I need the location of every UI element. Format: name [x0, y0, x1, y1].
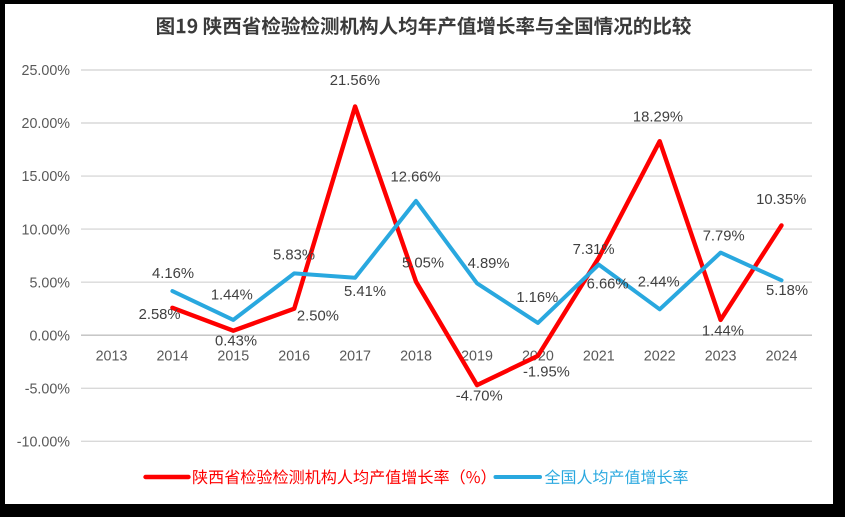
svg-text:4.89%: 4.89% [468, 256, 510, 272]
svg-text:2019: 2019 [461, 348, 493, 364]
svg-text:1.44%: 1.44% [211, 287, 253, 303]
svg-text:25.00%: 25.00% [22, 63, 71, 79]
svg-text:2017: 2017 [339, 348, 371, 364]
svg-text:0.00%: 0.00% [29, 328, 70, 344]
svg-text:4.16%: 4.16% [152, 266, 194, 282]
svg-text:5.83%: 5.83% [273, 248, 315, 264]
svg-text:10.35%: 10.35% [756, 192, 806, 208]
svg-text:2024: 2024 [766, 348, 798, 364]
svg-text:7.31%: 7.31% [573, 242, 615, 258]
svg-text:7.79%: 7.79% [703, 228, 745, 244]
svg-text:5.18%: 5.18% [766, 283, 808, 299]
svg-text:12.66%: 12.66% [391, 169, 441, 185]
svg-text:2023: 2023 [705, 348, 737, 364]
svg-text:2.58%: 2.58% [139, 307, 181, 323]
svg-text:2015: 2015 [217, 348, 249, 364]
svg-text:-10.00%: -10.00% [17, 434, 71, 450]
svg-text:-5.00%: -5.00% [25, 381, 71, 397]
svg-text:15.00%: 15.00% [22, 169, 71, 185]
svg-text:1.16%: 1.16% [516, 290, 558, 306]
svg-text:-4.70%: -4.70% [456, 389, 503, 405]
svg-text:2018: 2018 [400, 348, 432, 364]
svg-text:10.00%: 10.00% [22, 222, 71, 238]
svg-text:2014: 2014 [156, 348, 188, 364]
svg-text:20.00%: 20.00% [22, 116, 71, 132]
svg-text:2016: 2016 [278, 348, 310, 364]
svg-text:18.29%: 18.29% [633, 110, 683, 126]
svg-text:2021: 2021 [583, 348, 615, 364]
svg-text:2022: 2022 [644, 348, 676, 364]
svg-text:5.00%: 5.00% [29, 275, 70, 291]
svg-text:5.05%: 5.05% [402, 255, 444, 271]
svg-text:5.41%: 5.41% [344, 284, 386, 300]
svg-text:1.44%: 1.44% [702, 323, 744, 339]
svg-text:2.50%: 2.50% [297, 309, 339, 325]
svg-text:-1.95%: -1.95% [523, 364, 570, 380]
svg-text:2.44%: 2.44% [638, 275, 680, 291]
svg-text:2013: 2013 [96, 348, 128, 364]
svg-text:6.66%: 6.66% [587, 277, 629, 293]
svg-text:21.56%: 21.56% [330, 73, 380, 89]
svg-text:0.43%: 0.43% [215, 333, 257, 349]
